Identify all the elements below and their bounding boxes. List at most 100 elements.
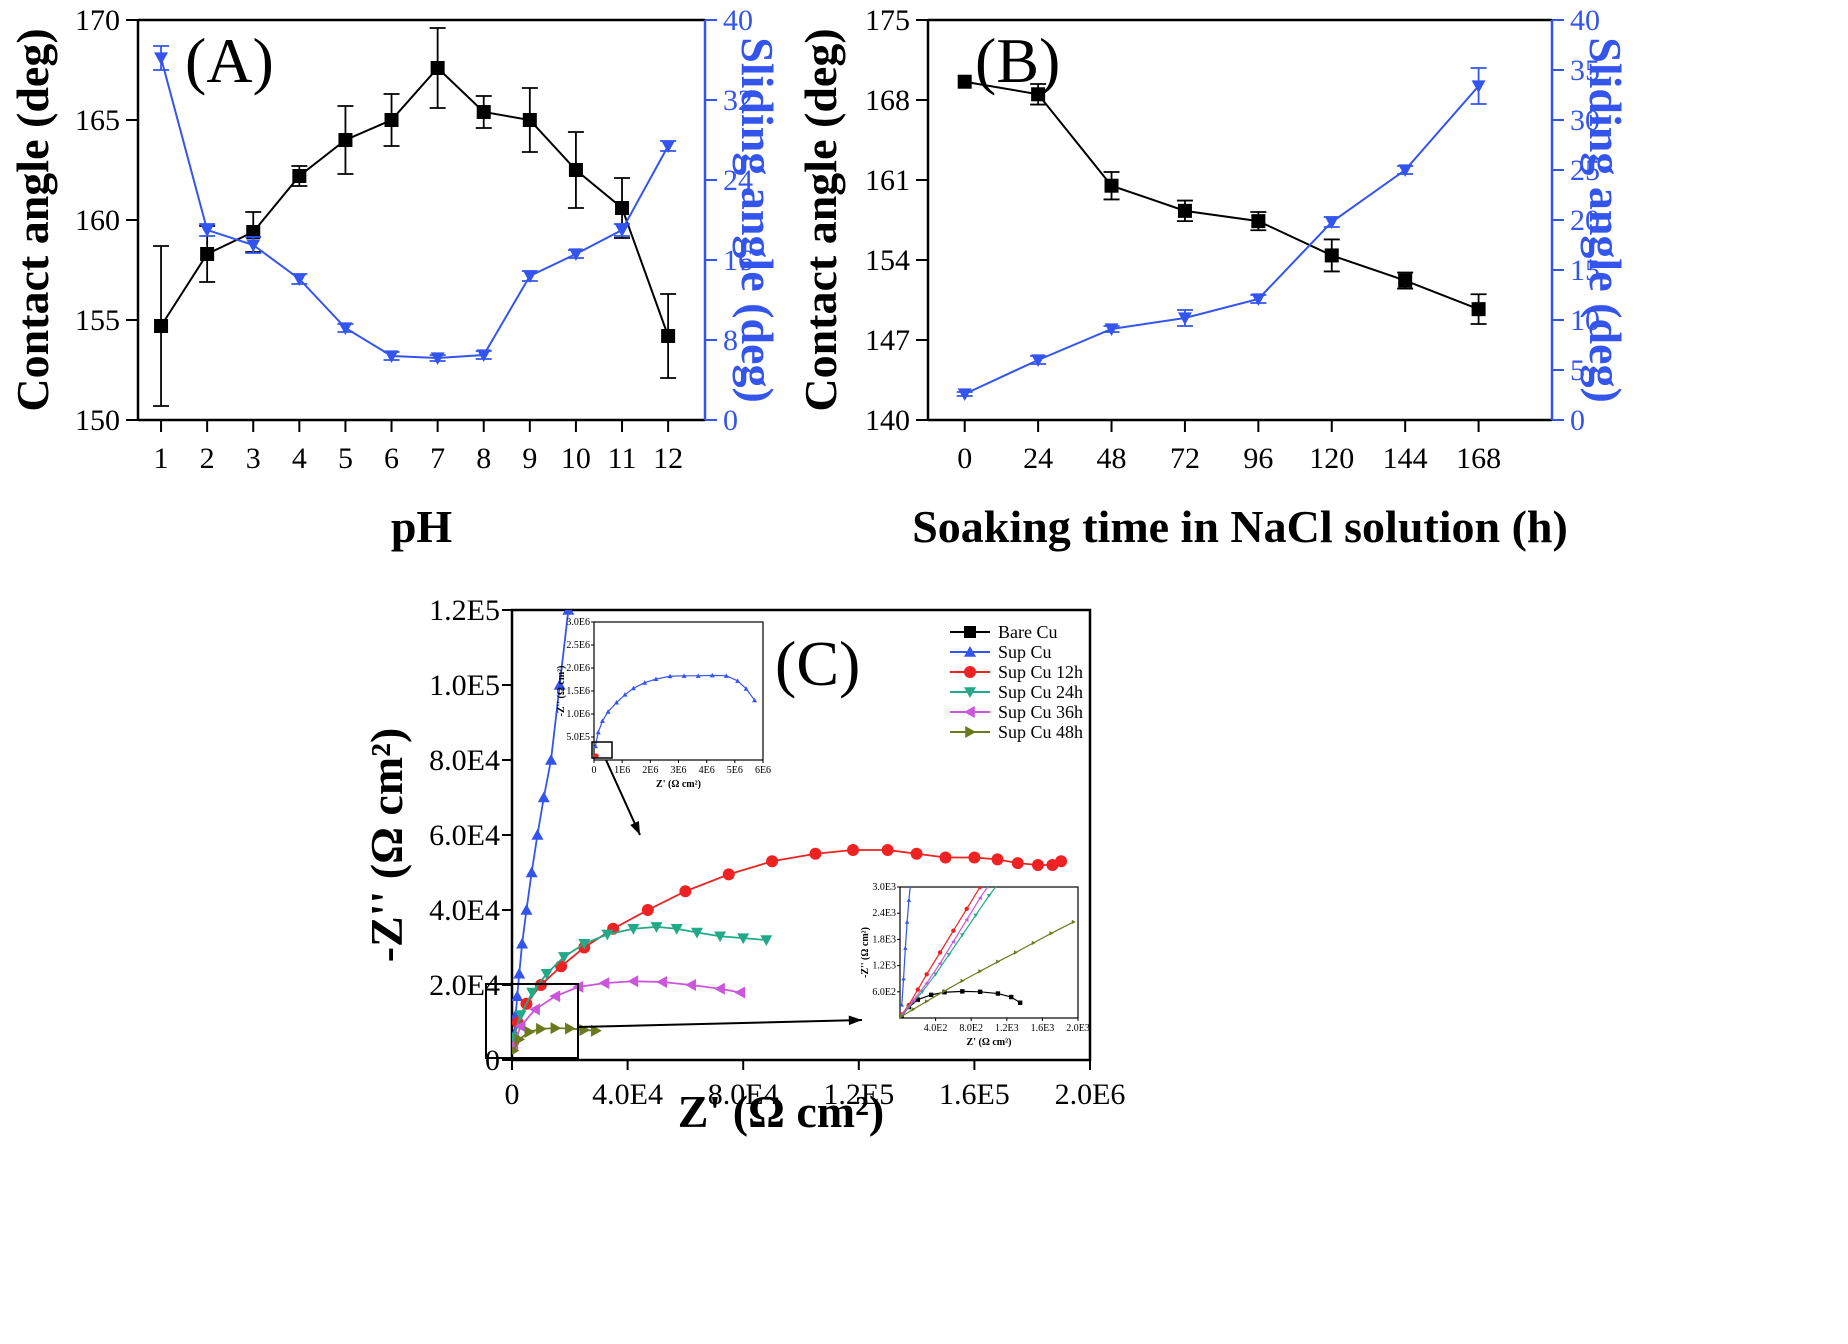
legend-label: Sup Cu 24h (998, 682, 1083, 702)
series-line (512, 849, 1062, 1042)
data-point (568, 248, 583, 261)
x-axis-title: Soaking time in NaCl solution (h) (912, 501, 1568, 552)
y-tick-label: 154 (865, 244, 910, 277)
y2-tick-label: 16 (723, 244, 753, 277)
inset-x-tick-label: 6E6 (755, 765, 771, 776)
data-point (1471, 80, 1486, 93)
data-point (714, 931, 727, 943)
series-line (964, 85, 1480, 395)
y2-tick-label: 5 (1570, 354, 1585, 387)
y-tick-label: 155 (75, 304, 120, 337)
inset-bottom-series (901, 887, 989, 1016)
data-point (881, 844, 894, 856)
data-point (512, 990, 524, 1002)
x-tick-label: 12 (653, 442, 683, 475)
data-point (722, 868, 735, 881)
inset-bottom-point (977, 887, 983, 890)
inset-y-tick-label: 1.5E6 (566, 686, 590, 697)
legend-label: Bare Cu (998, 622, 1057, 642)
data-point (1398, 273, 1413, 288)
arrow-top-head (630, 821, 640, 835)
inset-bottom-point (928, 992, 934, 998)
y-tick-label: 160 (75, 204, 120, 237)
x-axis-title: Z' (Ω cm²) (678, 1086, 884, 1137)
panel-a: 1 2 3 4 5 6 7 8 9 10 11 121501551601651700816243240… (7, 4, 783, 552)
data-point (598, 977, 610, 990)
inset-bottom-point (946, 952, 952, 957)
inset-bottom-point (960, 978, 965, 984)
inset-x-tick-label: 3E6 (670, 765, 686, 776)
inset-x-tick-label: 1.2E3 (995, 1023, 1019, 1034)
data-point (578, 938, 591, 950)
inset-top-y-title: -Z'' (Ω cm²) (556, 666, 567, 717)
data-point (1104, 178, 1119, 193)
inset-top-red-point (593, 753, 599, 759)
data-point (1031, 859, 1044, 871)
inset-bottom-point (1017, 1000, 1023, 1005)
data-point (679, 885, 692, 898)
y2-axis-title: Sliding angle (deg) (1580, 37, 1631, 403)
data-point (641, 904, 654, 916)
inset-top-point (695, 673, 701, 678)
inset-bottom-point (908, 880, 912, 884)
inset-top-point (752, 697, 758, 703)
inset-bottom-point (1031, 940, 1036, 946)
inset-x-tick-label: 5E6 (727, 765, 743, 776)
y-tick-label: 165 (75, 104, 120, 137)
data-point (529, 1003, 540, 1016)
data-point (520, 904, 533, 915)
data-point (957, 388, 972, 401)
inset-top-x-title: Z' (Ω cm²) (656, 779, 701, 790)
inset-bottom-point (937, 950, 943, 955)
panel-label: (A) (185, 25, 274, 96)
inset-top-point (743, 686, 749, 691)
inset-bottom-point (911, 1007, 916, 1012)
inset-top-point (630, 685, 636, 691)
series-line (964, 80, 1479, 311)
data-point (526, 987, 539, 999)
data-point (522, 113, 537, 127)
inset-x-tick-label: 1.6E3 (1031, 1023, 1055, 1034)
inset-bottom-point (960, 989, 965, 994)
inset-x-tick-label: 1E6 (614, 765, 630, 776)
inset-bottom-point (937, 961, 942, 966)
data-point (957, 74, 972, 89)
x-tick-label: 1.2E5 (823, 1078, 894, 1111)
data-point (1031, 354, 1046, 367)
data-point (200, 224, 215, 237)
data-point (476, 349, 491, 362)
data-point (430, 352, 445, 365)
data-point (430, 61, 445, 75)
x-axis-title: pH (391, 501, 453, 552)
data-point (1398, 164, 1413, 177)
data-point (154, 319, 169, 333)
inset-bottom-point (924, 980, 929, 986)
x-tick-label: 144 (1383, 442, 1428, 475)
data-point (1471, 302, 1486, 317)
data-point (1031, 87, 1046, 102)
legend-marker (965, 726, 976, 738)
y-tick-label: 150 (75, 404, 120, 437)
inset-bottom-frame (899, 886, 1079, 1019)
data-point (525, 866, 538, 878)
data-point (650, 922, 663, 933)
legend-marker (964, 666, 976, 678)
data-point (591, 1024, 602, 1037)
data-point (1177, 312, 1192, 325)
inset-top-point (681, 673, 687, 678)
legend-marker (964, 626, 976, 638)
inset-bottom-point (1013, 950, 1018, 955)
inset-bottom-series-group (900, 880, 1076, 1018)
inset-bottom-point (904, 919, 910, 924)
inset-zoom-box (591, 741, 613, 759)
inset-top-point (653, 676, 659, 682)
x-tick-label: 11 (608, 442, 637, 475)
x-tick-label: 2 (200, 442, 215, 475)
data-point (512, 1046, 520, 1055)
panel-label: (C) (775, 628, 860, 699)
data-point (615, 224, 630, 237)
x-tick-label: 7 (430, 442, 445, 475)
inset-bottom-point (996, 959, 1001, 964)
y-tick-label: 175 (865, 4, 910, 37)
data-point (200, 247, 215, 261)
